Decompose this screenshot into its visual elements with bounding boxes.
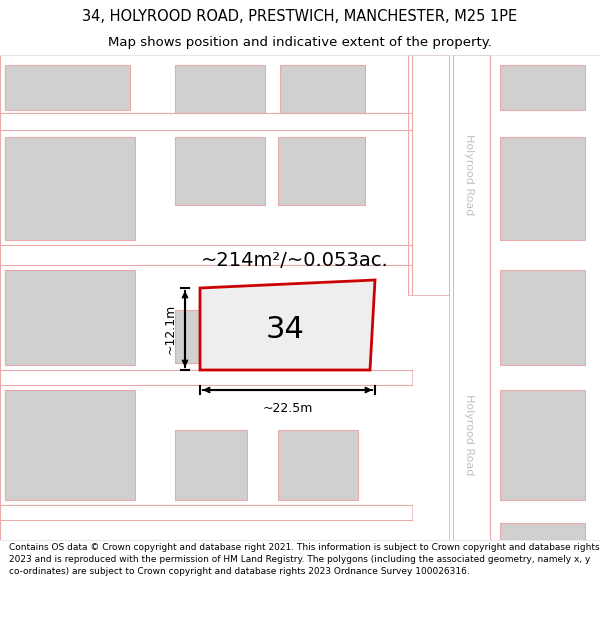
Bar — [500, 390, 585, 500]
Bar — [175, 310, 247, 363]
Text: ~214m²/~0.053ac.: ~214m²/~0.053ac. — [201, 251, 389, 269]
Text: Holyrood Road: Holyrood Road — [464, 134, 474, 216]
Bar — [280, 65, 365, 113]
Bar — [500, 270, 585, 365]
Text: 34, HOLYROOD ROAD, PRESTWICH, MANCHESTER, M25 1PE: 34, HOLYROOD ROAD, PRESTWICH, MANCHESTER… — [82, 9, 518, 24]
Text: Contains OS data © Crown copyright and database right 2021. This information is : Contains OS data © Crown copyright and d… — [9, 542, 599, 576]
Bar — [500, 65, 585, 110]
Polygon shape — [200, 280, 375, 370]
Bar — [5, 270, 135, 365]
Bar — [175, 430, 247, 500]
Text: 34: 34 — [266, 314, 304, 344]
Text: Map shows position and indicative extent of the property.: Map shows position and indicative extent… — [108, 36, 492, 49]
Polygon shape — [408, 55, 449, 295]
Text: ~12.1m: ~12.1m — [164, 304, 177, 354]
Bar — [500, 137, 585, 240]
Bar — [175, 65, 265, 113]
Bar — [0, 113, 412, 130]
Bar — [278, 137, 365, 205]
Bar — [0, 245, 412, 265]
Polygon shape — [453, 55, 490, 540]
Bar — [5, 390, 135, 500]
Polygon shape — [412, 55, 449, 295]
Bar — [278, 310, 358, 363]
Bar — [278, 430, 358, 500]
Bar — [175, 137, 265, 205]
Bar — [0, 505, 412, 520]
Text: Holyrood Road: Holyrood Road — [464, 394, 474, 476]
Text: ~22.5m: ~22.5m — [262, 402, 313, 415]
Bar — [5, 137, 135, 240]
Bar — [5, 65, 130, 110]
Bar — [500, 523, 585, 540]
Bar — [0, 370, 412, 385]
